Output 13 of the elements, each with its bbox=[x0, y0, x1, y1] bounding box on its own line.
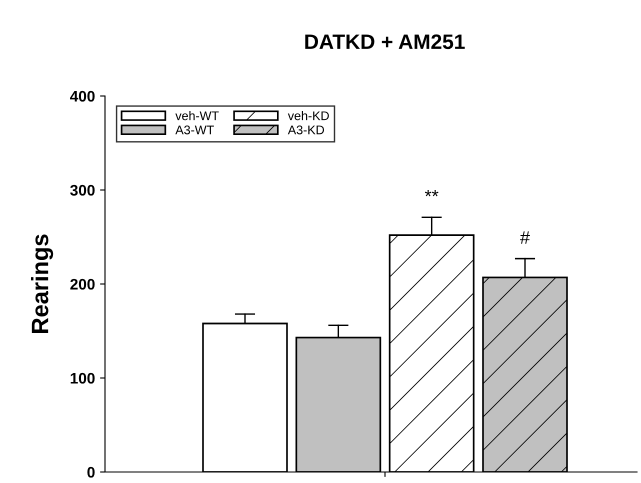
legend-label: veh-KD bbox=[288, 111, 329, 120]
y-tick-label: 0 bbox=[87, 466, 95, 478]
y-tick-label: 300 bbox=[70, 184, 95, 196]
annotation: # bbox=[520, 231, 530, 244]
annotation: ** bbox=[424, 190, 438, 196]
legend-label: veh-WT bbox=[175, 111, 219, 120]
chart-title: DATKD + AM251 bbox=[305, 34, 465, 50]
y-tick-label: 200 bbox=[70, 278, 95, 290]
legend-label: A3-KD bbox=[288, 125, 324, 134]
y-tick-label: 400 bbox=[70, 90, 95, 102]
legend-label: A3-WT bbox=[175, 125, 214, 134]
y-tick-label: 100 bbox=[70, 372, 95, 384]
y-axis-title: Rearings bbox=[31, 234, 54, 333]
